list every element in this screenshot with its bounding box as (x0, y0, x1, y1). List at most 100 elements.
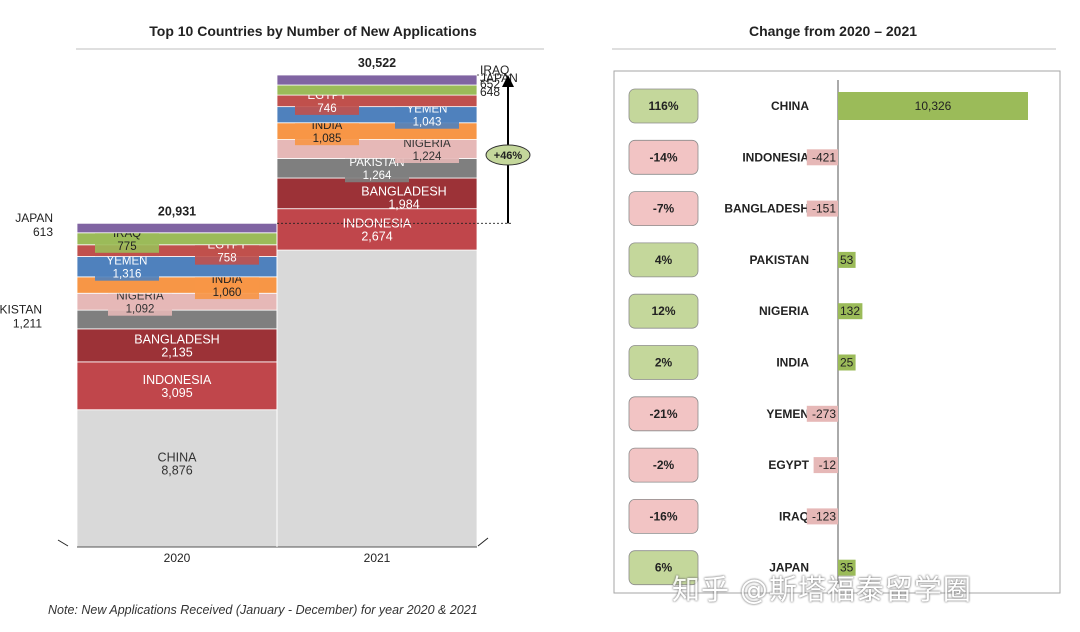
pct-badge-indonesia (628, 139, 699, 175)
label-china-2020: CHINA (158, 450, 198, 464)
value-bangladesh-2021: 1,984 (388, 197, 419, 211)
pct-badge-china (628, 88, 699, 124)
pct-badge-pakistan (628, 242, 699, 278)
bar-bangladesh-2021 (276, 177, 478, 210)
pct-label-india: 2% (655, 356, 673, 370)
label-bg-yemen-2020 (95, 254, 159, 281)
pct-badge-egypt (628, 447, 699, 483)
country-label-indonesia: INDONESIA (742, 150, 809, 164)
value-india-2021: 1,085 (313, 133, 342, 145)
value-indonesia-2021: 2,674 (361, 229, 392, 243)
country-label-china: CHINA (771, 99, 809, 113)
value-label-pakistan: 53 (840, 253, 854, 267)
left-chart-title: Top 10 Countries by Number of New Applic… (149, 23, 477, 39)
pct-label-iraq: -16% (649, 509, 677, 523)
value-label-japan: 35 (840, 561, 854, 575)
country-label-india: INDIA (776, 356, 809, 370)
value-pakistan-2021: 1,264 (363, 170, 392, 182)
pct-label-yemen: -21% (649, 407, 677, 421)
pct-label-nigeria: 12% (651, 304, 675, 318)
bar-japan-2021 (276, 74, 478, 86)
label-nigeria-2021: NIGERIA (403, 138, 451, 150)
pct-label-japan: 6% (655, 561, 673, 575)
leader-japan-2021 (477, 537, 489, 547)
value-egypt-2020: 758 (217, 253, 236, 265)
value-nigeria-2020: 1,092 (126, 304, 155, 316)
change-bar-chart: Change from 2020 – 2021 116% CHINA 10,326 -… (612, 23, 1061, 594)
total-label-2021: 30,522 (358, 56, 396, 70)
watermark: 知乎 @斯塔福泰留学圈 (672, 573, 972, 606)
value-indonesia-2020: 3,095 (161, 386, 192, 400)
label-bangladesh-2020: BANGLADESH (134, 332, 219, 346)
label-pakistan-2021: PAKISTAN (349, 157, 404, 169)
bar-china-2021 (276, 249, 478, 548)
label-bg-india-2020 (195, 273, 259, 300)
growth-badge (485, 144, 531, 166)
value-label-iraq: -123 (812, 509, 836, 523)
bar-indonesia-2021 (276, 208, 478, 251)
pct-label-bangladesh: -7% (653, 202, 675, 216)
value-china-2020: 8,876 (161, 463, 192, 477)
pct-badge-yemen (628, 396, 699, 432)
stacked-bar-chart: Top 10 Countries by Number of New Applic… (0, 23, 544, 565)
pct-label-egypt: -2% (653, 458, 675, 472)
country-label-yemen: YEMEN (766, 407, 809, 421)
leader-japan-2020 (57, 539, 69, 547)
value-india-2020: 1,060 (213, 287, 242, 299)
bar-japan-2020 (76, 222, 278, 234)
value-nigeria-2021: 1,224 (413, 151, 442, 163)
total-label-2020: 20,931 (158, 204, 196, 218)
x-tick-2021: 2021 (364, 551, 391, 565)
label-japan-2020: JAPAN (15, 211, 53, 225)
value-iraq-2021: 652 (480, 77, 500, 91)
country-label-bangladesh: BANGLADESH (724, 202, 809, 216)
country-label-pakistan: PAKISTAN (749, 253, 809, 267)
value-egypt-2021: 746 (317, 103, 336, 115)
value-label-china: 10,326 (915, 99, 952, 113)
label-yemen-2020: YEMEN (107, 256, 148, 268)
value-yemen-2020: 1,316 (113, 269, 142, 281)
growth-arrow-head (502, 75, 514, 87)
label-bg-nigeria-2021 (395, 137, 459, 164)
value-bg-yemen (806, 405, 838, 422)
pct-badge-japan (628, 550, 699, 586)
country-label-iraq: IRAQ (779, 509, 809, 523)
value-bg-india (838, 354, 856, 371)
country-label-japan: JAPAN (769, 561, 809, 575)
change-bar-china (838, 92, 1028, 120)
label-iraq-2021: IRAQ (480, 63, 509, 77)
pct-label-pakistan: 4% (655, 253, 673, 267)
bar-pakistan-2020 (76, 309, 278, 330)
pct-badge-nigeria (628, 293, 699, 329)
value-bg-egypt (813, 457, 838, 474)
x-tick-2020: 2020 (164, 551, 191, 565)
value-japan-2020: 613 (33, 225, 53, 239)
label-bg-nigeria-2020 (108, 289, 172, 316)
footnote: Note: New Applications Received (January… (48, 603, 478, 617)
label-indonesia-2020: INDONESIA (143, 373, 212, 387)
label-japan-2021: JAPAN (480, 71, 518, 85)
label-bangladesh-2021: BANGLADESH (361, 184, 446, 198)
label-bg-india-2021 (295, 119, 359, 146)
growth-label: +46% (494, 150, 523, 162)
value-bg-japan (838, 559, 856, 576)
value-label-bangladesh: -151 (812, 202, 836, 216)
pct-badge-bangladesh (628, 191, 699, 227)
value-bg-pakistan (838, 251, 856, 268)
bar-iraq-2021 (276, 84, 478, 96)
bar-indonesia-2020 (76, 361, 278, 411)
value-bg-bangladesh (806, 200, 838, 217)
value-label-india: 25 (840, 356, 854, 370)
value-bangladesh-2020: 2,135 (161, 345, 192, 359)
value-label-nigeria: 132 (840, 304, 860, 318)
bar-china-2020 (76, 409, 278, 548)
value-pakistan-2020: 1,211 (13, 316, 42, 330)
value-bg-nigeria (838, 303, 863, 320)
country-label-nigeria: NIGERIA (759, 304, 809, 318)
country-label-egypt: EGYPT (768, 458, 809, 472)
pct-badge-india (628, 345, 699, 380)
label-pakistan-2020: PAKISTAN (0, 302, 42, 316)
value-bg-indonesia (806, 149, 838, 166)
value-japan-2021: 648 (480, 85, 500, 99)
